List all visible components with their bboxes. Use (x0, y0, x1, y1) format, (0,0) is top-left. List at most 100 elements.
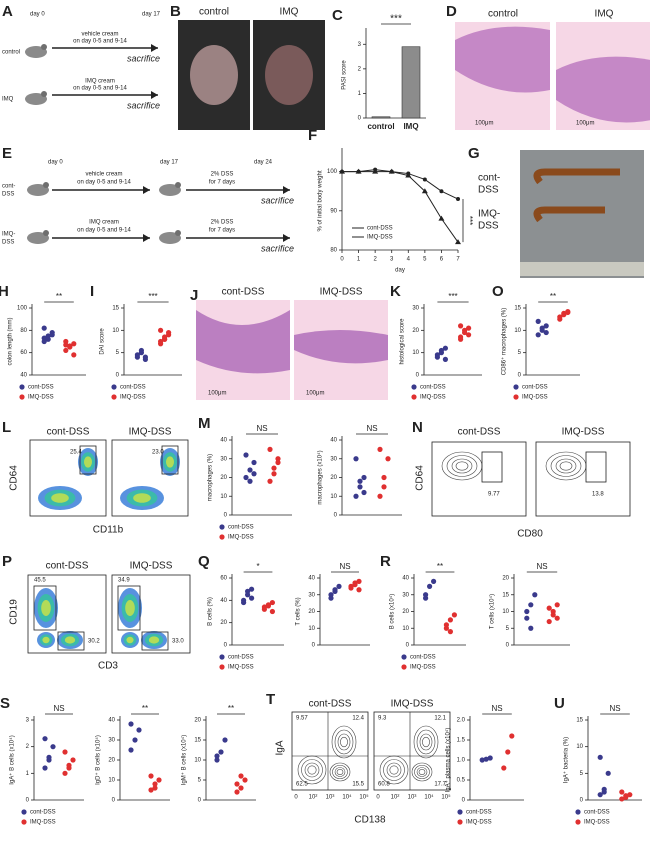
y-tick-label: 15 (502, 592, 509, 598)
y-tick-label: 30 (330, 456, 337, 462)
legend-label: IMQ-DSS (466, 820, 492, 826)
dot (458, 323, 464, 329)
x-tick-label: 1 (357, 257, 361, 263)
significance: NS (366, 424, 377, 433)
axis-title: IgA⁺ plasma cells (x10⁴) (445, 728, 452, 793)
contour (383, 759, 405, 781)
dot (528, 625, 534, 631)
contour (451, 458, 473, 474)
y-tick-label: 0 (224, 513, 228, 519)
y-tick-label: 3 (358, 42, 362, 48)
histology-detail (455, 26, 550, 93)
label: control (488, 9, 518, 20)
axis-title: CD64 (9, 465, 20, 491)
legend-label: IMQ-DSS (28, 395, 54, 401)
panel-letter: E (2, 145, 12, 162)
significance: NS (53, 704, 64, 713)
dot (357, 478, 363, 484)
dot (546, 618, 552, 625)
panel-letter: N (412, 419, 423, 436)
contour (386, 762, 402, 778)
contour (340, 736, 348, 748)
x-tick-label: 2 (373, 257, 377, 263)
marker (438, 215, 445, 221)
dot (509, 733, 515, 739)
label: sacrifice (127, 100, 160, 110)
y-tick-label: 10 (194, 758, 201, 764)
y-tick-label: 0 (416, 373, 420, 379)
dot (148, 773, 154, 779)
contour (414, 764, 430, 780)
dot (458, 336, 464, 342)
label: 100μm (576, 121, 594, 127)
dot (554, 615, 560, 621)
y-tick-label: 15 (514, 306, 521, 312)
label: IMQ-DSS (129, 427, 172, 438)
dot (353, 456, 359, 462)
label: day 24 (254, 160, 273, 166)
legend-label: cont-DSS (228, 525, 254, 531)
legend-dot (219, 534, 225, 540)
contour (329, 762, 351, 782)
y-tick-label: 80 (330, 248, 337, 254)
axis-title: CD138 (354, 815, 386, 826)
label: IMQ cream (89, 220, 119, 226)
photo-detail (190, 45, 238, 105)
x-tick-label: control (367, 122, 394, 131)
mouse-icon (25, 46, 47, 58)
arrow-head (143, 234, 150, 242)
dot (41, 325, 47, 331)
gate (481, 451, 503, 483)
panel-letter: R (380, 553, 391, 570)
dot (438, 347, 444, 354)
legend-dot (219, 654, 225, 660)
y-tick-label: 5 (506, 626, 510, 632)
y-tick-label: 0 (224, 643, 228, 649)
dot (501, 765, 507, 771)
legend-label: cont-DSS (367, 226, 393, 232)
tick-label: 10³ (408, 795, 417, 801)
dot (546, 605, 552, 611)
label: DSS (2, 240, 14, 246)
label: IMQ- (2, 232, 15, 238)
x-tick-label: 7 (456, 257, 460, 263)
label: vehicle cream (81, 32, 118, 38)
dot (377, 446, 383, 452)
legend-label: IMQ-DSS (30, 820, 56, 826)
ruler (520, 262, 644, 276)
y-tick-label: 5 (518, 350, 522, 356)
label: DSS (2, 192, 14, 198)
label: 62.5 (296, 782, 308, 788)
legend-dot (21, 809, 27, 815)
significance: *** (465, 216, 474, 225)
y-tick-label: 0 (112, 798, 116, 804)
dot (269, 599, 275, 606)
label: IMQ-DSS (562, 427, 605, 438)
panel-letter: F (308, 127, 317, 144)
dot (241, 599, 247, 606)
axis-title: CD64 (415, 465, 426, 491)
marker (339, 168, 345, 174)
significance: *** (148, 292, 157, 301)
legend-label: IMQ-DSS (120, 395, 146, 401)
legend-label: cont-DSS (120, 385, 146, 391)
mouse-icon (159, 184, 181, 196)
axis-title: PASI score (342, 60, 348, 90)
dot (265, 602, 271, 608)
dot (261, 604, 267, 610)
dot (505, 749, 511, 755)
dot (348, 583, 354, 589)
tick-label: 0 (294, 795, 298, 801)
label: 12.1 (434, 716, 446, 722)
tick-label: 10³ (326, 795, 335, 801)
dot (132, 737, 138, 743)
dot (67, 344, 73, 350)
mouse-ear (43, 230, 49, 236)
label: cont-DSS (222, 287, 265, 298)
dot (447, 617, 453, 623)
dot (134, 352, 140, 358)
y-tick-label: 0 (406, 643, 410, 649)
marker (422, 177, 427, 182)
label: sacrifice (261, 243, 294, 253)
y-tick-label: 0 (116, 373, 120, 379)
